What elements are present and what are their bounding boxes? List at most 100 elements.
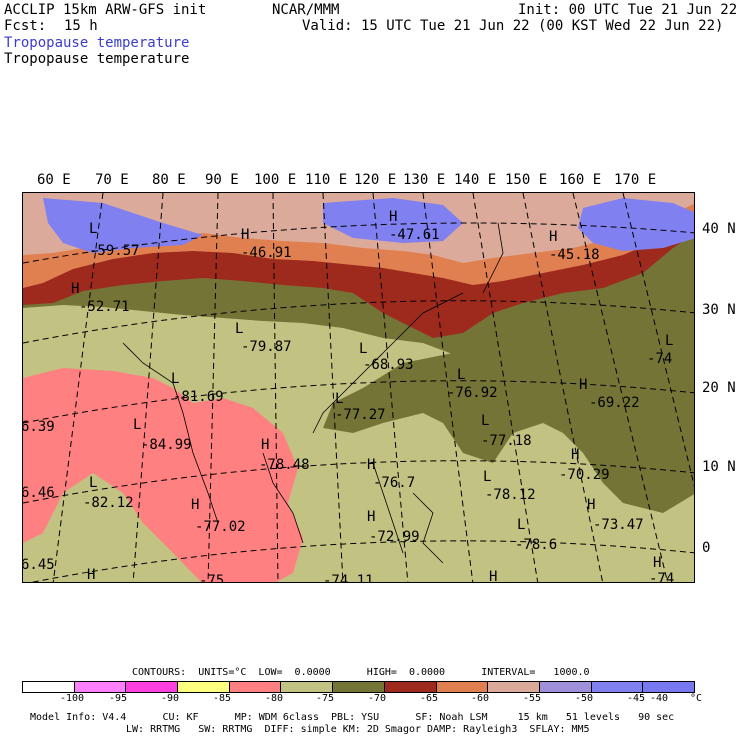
legend-label: -65 (420, 693, 439, 704)
map-value: -82.12 (83, 495, 134, 511)
map-mark: H (571, 447, 579, 463)
map-mark: L (133, 417, 141, 433)
map-mark: H (489, 569, 497, 583)
legend-swatch (436, 682, 489, 692)
lat-label: 10 N (702, 459, 736, 475)
lat-label: 30 N (702, 302, 736, 318)
map-mark: H (241, 227, 249, 243)
lon-label: 80 E (152, 172, 186, 188)
map-mark: H (367, 457, 375, 473)
legend-swatch (591, 682, 644, 692)
model-info-line2: LW: RRTMG SW: RRTMG DIFF: simple KM: 2D … (126, 724, 590, 735)
map-mark: L (457, 367, 465, 383)
shade-olive-dark-east (323, 323, 694, 513)
map-value: -74.11 (323, 573, 374, 583)
forecast-label: Fcst: (4, 18, 47, 34)
map-mark: L (89, 221, 97, 237)
lon-label: 100 E (254, 172, 297, 188)
map-mark: L (481, 413, 489, 429)
legend-label: -95 (109, 693, 128, 704)
shade-blue-center (323, 198, 463, 243)
legend-swatch (643, 682, 694, 692)
map-value: -78.48 (259, 457, 310, 473)
shade-blue-east (578, 198, 694, 251)
map-value: -73.47 (593, 517, 644, 533)
edge-value: 6.46 (23, 485, 55, 501)
legend-label: -70 (368, 693, 387, 704)
map-value: -74 (647, 351, 672, 367)
map-mark: L (89, 475, 97, 491)
color-legend (22, 681, 695, 693)
legend-label: -80 (265, 693, 284, 704)
legend-swatch (333, 682, 385, 692)
map-mark: H (87, 567, 95, 583)
lon-label: 70 E (95, 172, 129, 188)
map-value: -68.93 (363, 357, 414, 373)
contours-info: CONTOURS: UNITS=°C LOW= 0.0000 HIGH= 0.0… (132, 667, 590, 678)
legend-swatch (178, 682, 230, 692)
lat-label: 40 N (702, 221, 736, 237)
legend-label: -40 (650, 693, 669, 704)
map-value: -75 (199, 573, 224, 583)
map-value: -69.22 (589, 395, 640, 411)
shade-blue-west (43, 198, 203, 253)
map-mark: L (517, 517, 525, 533)
map-value: -78.6 (515, 537, 557, 553)
lat-label: 20 N (702, 380, 736, 396)
map-mark: H (71, 281, 79, 297)
coastlines (122, 222, 504, 564)
legend-unit: °C (690, 693, 703, 704)
lon-label: 130 E (403, 172, 446, 188)
map-mark: L (335, 391, 343, 407)
map-mark: H (191, 497, 199, 513)
map-value: -76.92 (447, 385, 498, 401)
map-value: -81.69 (173, 389, 224, 405)
lon-label: 110 E (305, 172, 348, 188)
legend-swatch (488, 682, 540, 692)
lon-label: 170 E (614, 172, 657, 188)
map-value: -77.02 (195, 519, 246, 535)
legend-label: -60 (471, 693, 490, 704)
map-value: -76.7 (373, 475, 415, 491)
legend-swatch (384, 682, 437, 692)
lon-label: 160 E (559, 172, 602, 188)
legend-label: -45 (627, 693, 646, 704)
map-mark: H (549, 229, 557, 245)
map-mark: H (389, 209, 397, 225)
legend-label: -100 (60, 693, 85, 704)
map-mark: H (653, 555, 661, 571)
lon-label: 90 E (205, 172, 239, 188)
legend-swatch (539, 682, 592, 692)
map-mark: H (261, 437, 269, 453)
map-value: -78.12 (485, 487, 536, 503)
field-title-contour: Tropopause temperature (4, 51, 190, 67)
shade-pink (23, 368, 303, 582)
map-mark: H (367, 509, 375, 525)
edge-value: 6.39 (23, 419, 55, 435)
map-value: -46.91 (241, 245, 292, 261)
map-value: -79.87 (241, 339, 292, 355)
legend-swatch (281, 682, 334, 692)
map-value: -84.99 (141, 437, 192, 453)
map-mark: L (483, 469, 491, 485)
legend-label: -50 (575, 693, 594, 704)
map-value: -47.61 (389, 227, 440, 243)
legend-label: -85 (213, 693, 232, 704)
field-title-shaded: Tropopause temperature (4, 35, 190, 51)
center-label: NCAR/MMM (272, 2, 340, 18)
map-value: -74 (649, 571, 674, 583)
map-value: -70.29 (559, 467, 610, 483)
map-value: -77.27 (335, 407, 386, 423)
graticule (23, 193, 694, 582)
legend-swatch (23, 682, 75, 692)
lon-label: 140 E (454, 172, 497, 188)
map-mark: L (171, 371, 179, 387)
map-panel: L -59.57 H -46.91 H -47.61 H -45.18 H -5… (22, 192, 695, 583)
legend-label: -55 (523, 693, 542, 704)
lon-label: 120 E (354, 172, 397, 188)
lon-label: 60 E (37, 172, 71, 188)
edge-value: 6.45 (23, 557, 55, 573)
valid-time: Valid: 15 UTC Tue 21 Jun 22 (00 KST Wed … (302, 18, 724, 34)
map-value: -77.18 (481, 433, 532, 449)
lat-label: 0 (702, 540, 711, 556)
